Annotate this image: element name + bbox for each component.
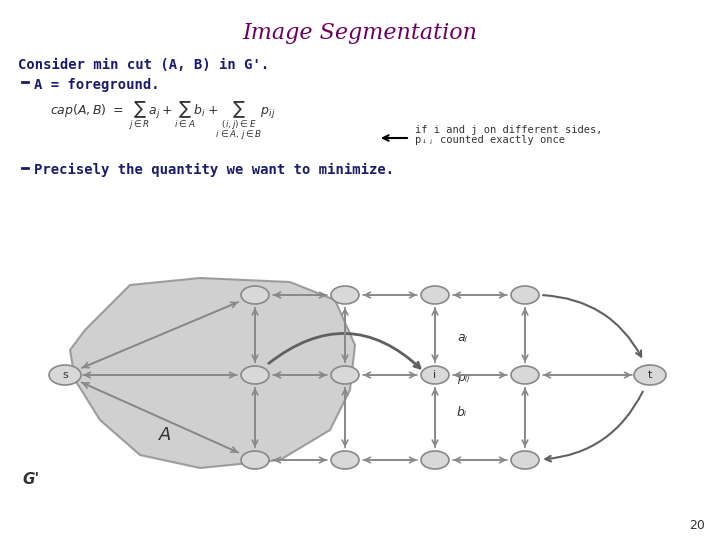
Text: 20: 20	[689, 519, 705, 532]
Ellipse shape	[421, 286, 449, 304]
Text: A: A	[159, 426, 171, 444]
Text: aⱼ: aⱼ	[457, 330, 467, 343]
Ellipse shape	[331, 451, 359, 469]
Ellipse shape	[634, 365, 666, 385]
Text: A = foreground.: A = foreground.	[34, 78, 160, 92]
Text: $cap(A,B)\ =\ \sum_{j\in R} a_j + \sum_{i\in A} b_i + \!\!\sum_{\substack{(i,j)\: $cap(A,B)\ =\ \sum_{j\in R} a_j + \sum_{…	[50, 100, 276, 143]
Ellipse shape	[331, 366, 359, 384]
Text: G': G'	[22, 472, 39, 488]
Ellipse shape	[511, 286, 539, 304]
Ellipse shape	[421, 451, 449, 469]
Text: t: t	[648, 370, 652, 380]
Ellipse shape	[421, 366, 449, 384]
Text: pᵢⱼ counted exactly once: pᵢⱼ counted exactly once	[415, 135, 565, 145]
Text: Precisely the quantity we want to minimize.: Precisely the quantity we want to minimi…	[34, 163, 394, 177]
Polygon shape	[70, 278, 355, 468]
Ellipse shape	[241, 366, 269, 384]
Ellipse shape	[49, 365, 81, 385]
Text: s: s	[62, 370, 68, 380]
Text: if i and j on different sides,: if i and j on different sides,	[415, 125, 603, 135]
Text: Image Segmentation: Image Segmentation	[243, 22, 477, 44]
Ellipse shape	[241, 286, 269, 304]
Ellipse shape	[241, 451, 269, 469]
Text: pᵢⱼ: pᵢⱼ	[457, 372, 469, 384]
Text: Consider min cut (A, B) in G'.: Consider min cut (A, B) in G'.	[18, 58, 269, 72]
Ellipse shape	[511, 366, 539, 384]
Text: i: i	[433, 370, 436, 380]
Ellipse shape	[331, 286, 359, 304]
Text: bᵢ: bᵢ	[457, 407, 467, 420]
Ellipse shape	[511, 451, 539, 469]
